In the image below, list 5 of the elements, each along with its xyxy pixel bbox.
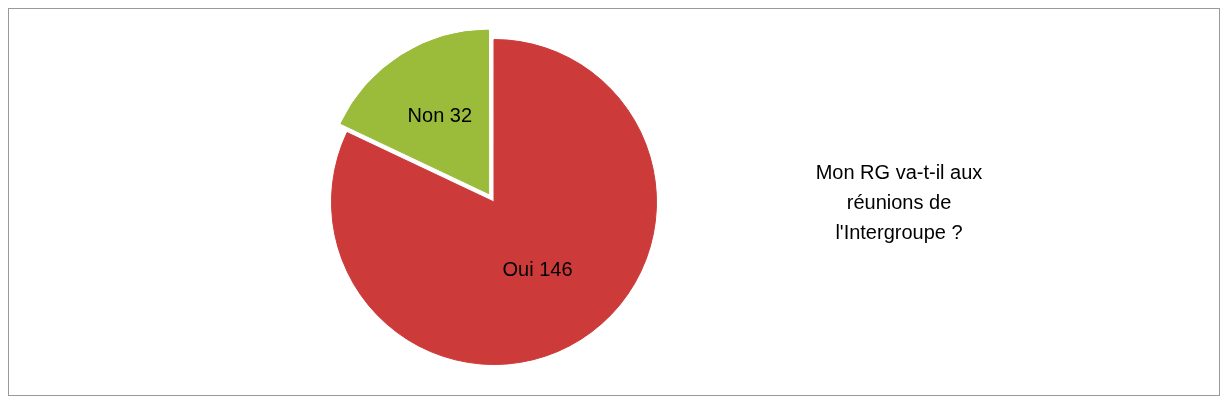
slice-label: Non xyxy=(407,103,445,126)
slice-label: Oui xyxy=(502,258,534,281)
data-label: 146 xyxy=(539,258,573,281)
text: Mon RG va-t-il aux réunions de l'Intergroupe ? xyxy=(814,160,984,245)
data-label: 32 xyxy=(449,103,473,126)
